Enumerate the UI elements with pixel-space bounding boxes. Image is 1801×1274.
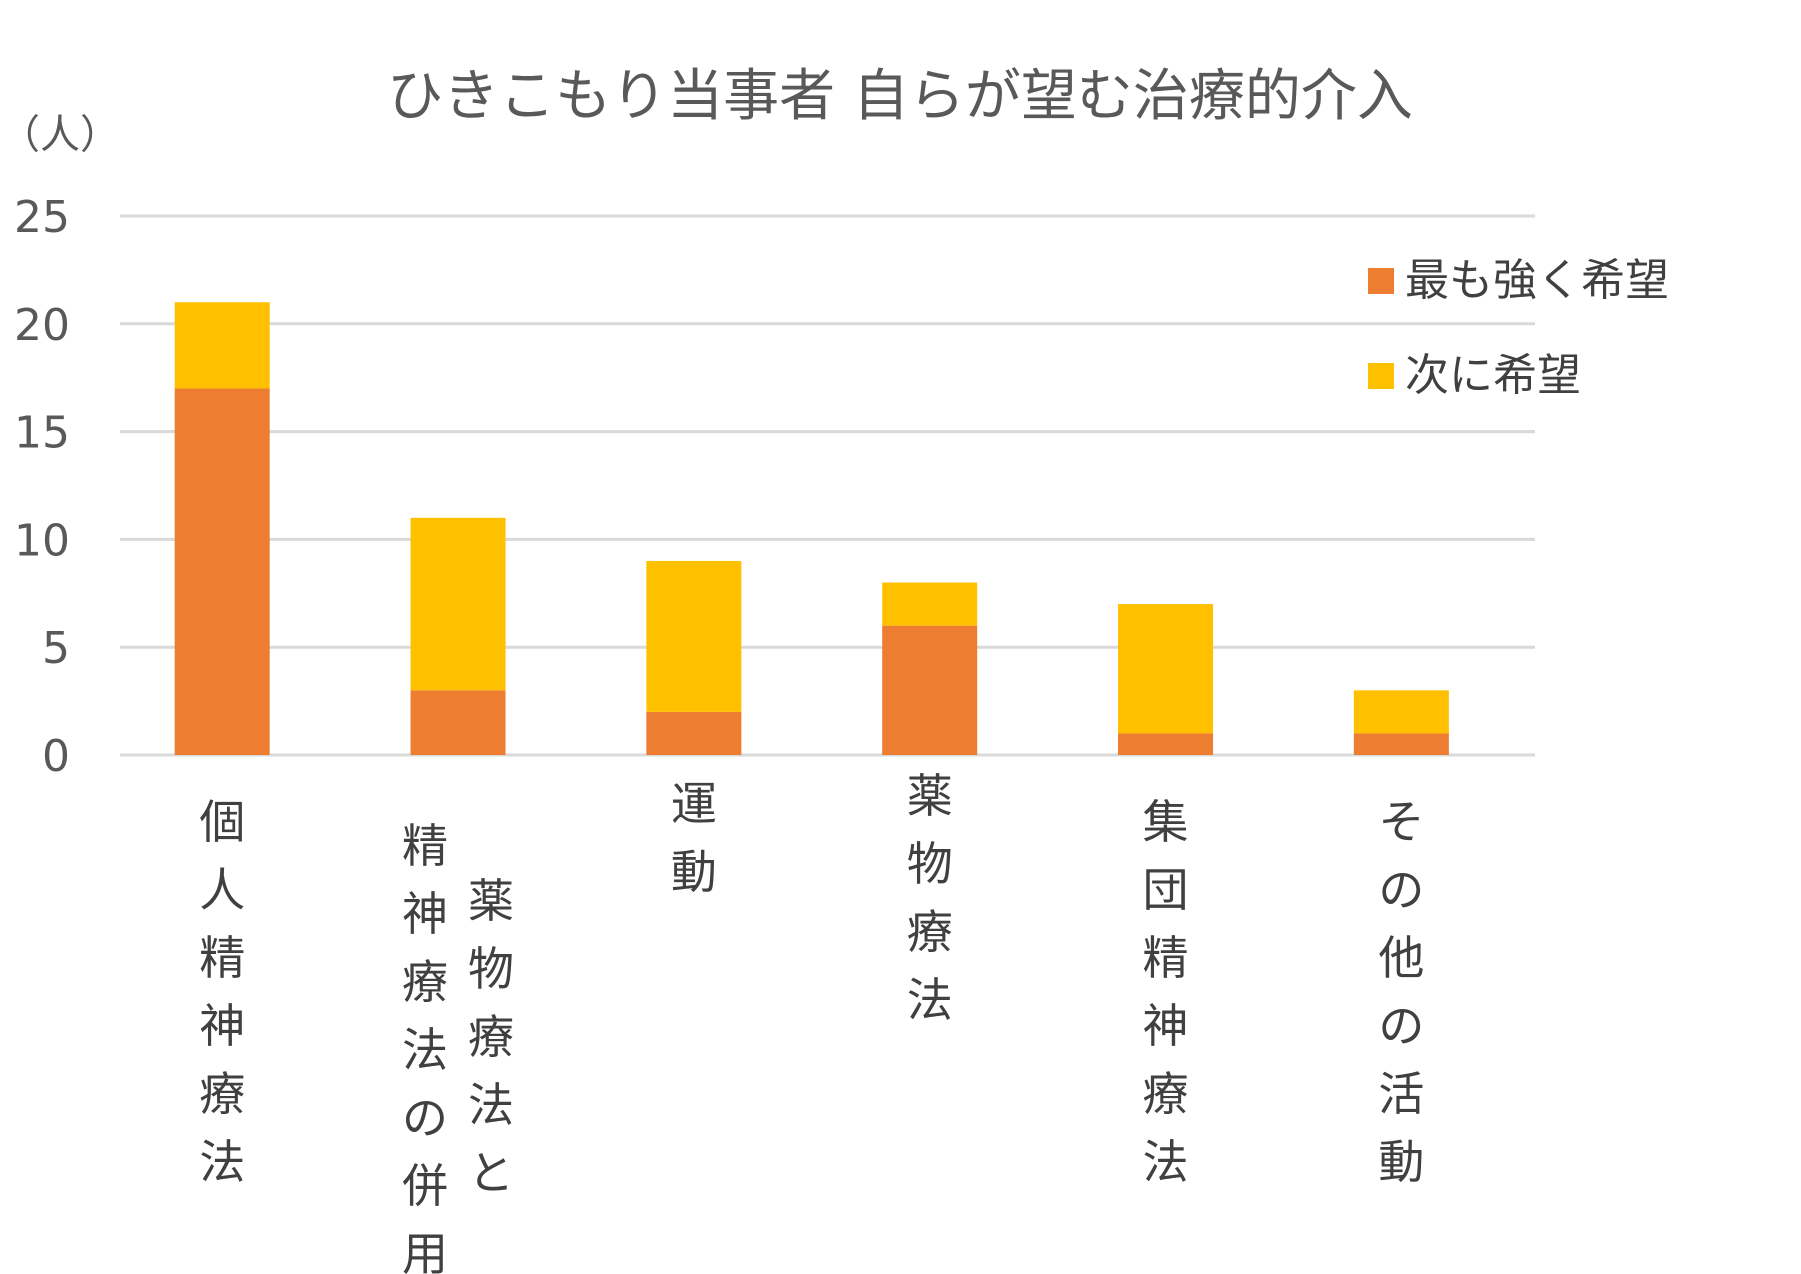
category-label-char: 団 — [1143, 863, 1189, 917]
category-label-char: 運 — [671, 777, 717, 831]
bar-segment-next — [174, 302, 270, 389]
legend-label: 最も強く希望 — [1405, 255, 1669, 306]
bar-segment-strong — [410, 690, 506, 755]
bar-segment-strong — [882, 625, 978, 755]
bar-segment-strong — [646, 711, 742, 755]
y-tick-label: 0 — [42, 731, 70, 782]
category-label-char: 他 — [1378, 931, 1424, 985]
bar-segment-strong — [1353, 733, 1449, 755]
y-axis-unit-label: （人） — [0, 112, 120, 158]
category-label-char: 精 — [1143, 931, 1189, 985]
category-label-char: 法 — [402, 1023, 448, 1077]
y-tick-label: 20 — [14, 300, 70, 351]
category-label-char: 物 — [468, 942, 514, 996]
category-label-char: 神 — [199, 999, 245, 1053]
category-label-char: 用 — [402, 1227, 448, 1274]
y-tick-label: 5 — [42, 623, 70, 674]
category-label-char: と — [468, 1146, 514, 1200]
category-label-char: 法 — [1143, 1135, 1189, 1189]
bar-segment-strong — [174, 388, 270, 755]
bars — [174, 302, 1449, 755]
category-label-char: 集 — [1143, 795, 1189, 849]
category-label-char: 併 — [402, 1159, 448, 1213]
category-label-char: そ — [1378, 795, 1424, 849]
y-tick-label: 25 — [14, 192, 70, 243]
category-label-char: 精 — [199, 931, 245, 985]
category-label-char: 療 — [402, 955, 448, 1009]
category-label-char: 活 — [1378, 1067, 1424, 1121]
category-label-char: 人 — [199, 863, 245, 917]
bar-segment-next — [1118, 604, 1214, 734]
bar-segment-next — [1353, 690, 1449, 734]
category-label-char: 療 — [199, 1067, 245, 1121]
category-label-char: 薬 — [468, 874, 514, 928]
bar-segment-strong — [1118, 733, 1214, 755]
category-label-char: 物 — [907, 837, 953, 891]
category-label-char: 法 — [199, 1135, 245, 1189]
y-tick-label: 10 — [14, 515, 70, 566]
category-label-char: 療 — [468, 1010, 514, 1064]
category-label-char: 精 — [402, 819, 448, 873]
category-label-char: 動 — [1378, 1135, 1424, 1189]
category-label-char: 法 — [907, 973, 953, 1027]
legend-swatch — [1368, 268, 1394, 294]
chart-title: ひきこもり当事者 自らが望む治療的介入 — [387, 64, 1413, 129]
category-label-char: 動 — [671, 845, 717, 899]
category-label-char: 個 — [199, 795, 245, 849]
y-tick-label: 15 — [14, 408, 70, 459]
category-label-char: 神 — [402, 887, 448, 941]
category-label-char: の — [402, 1091, 448, 1145]
bar-segment-next — [646, 560, 742, 712]
category-label-char: の — [1378, 999, 1424, 1053]
category-label-char: 法 — [468, 1078, 514, 1132]
legend-label: 次に希望 — [1405, 350, 1581, 401]
gridlines — [120, 214, 1535, 757]
y-axis-ticks: 0 5 10 15 20 25 — [14, 192, 70, 782]
category-label-char: 神 — [1143, 999, 1189, 1053]
bar-segment-next — [410, 517, 506, 691]
category-label-char: 薬 — [907, 769, 953, 823]
category-label-char: 療 — [1143, 1067, 1189, 1121]
bar-segment-next — [882, 582, 978, 626]
category-label-char: の — [1378, 863, 1424, 917]
category-label-char: 療 — [907, 905, 953, 959]
legend-swatch — [1368, 363, 1394, 389]
